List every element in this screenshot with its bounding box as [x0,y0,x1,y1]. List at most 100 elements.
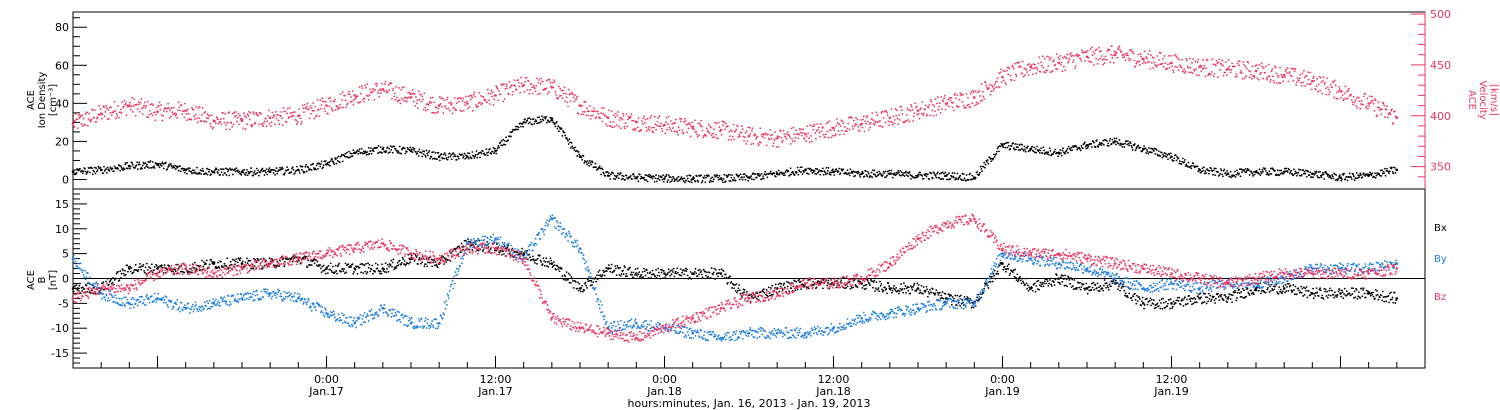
velocity-point [328,105,331,108]
density-point [1248,173,1251,176]
bx-point [672,271,674,273]
density-point [356,149,359,152]
density-point [1086,147,1089,149]
bx-point [85,284,88,287]
velocity-point [765,144,768,147]
velocity-point [1125,54,1128,57]
velocity-point [863,130,866,133]
velocity-point [320,104,323,106]
density-point [1346,179,1349,182]
bx-point [386,268,388,270]
bx-point [528,253,531,256]
velocity-point [791,140,794,143]
velocity-point [534,87,536,90]
velocity-point [712,128,715,131]
velocity-point [791,137,793,140]
velocity-point [803,137,806,139]
density-point [1183,159,1186,161]
density-point [1160,151,1163,154]
bx-point [246,262,249,265]
velocity-point [324,110,326,113]
density-point [1274,170,1276,172]
bx-point [662,270,665,272]
velocity-point [832,126,835,130]
density-point [906,171,909,174]
velocity-point [691,121,693,124]
density-point [224,172,227,175]
density-point [515,125,517,128]
bx-point [638,271,641,274]
velocity-point [966,104,969,107]
velocity-point [949,99,952,102]
density-point [669,176,672,179]
velocity-point [395,86,398,88]
density-point [579,155,582,158]
velocity-point [403,86,405,88]
velocity-point [808,141,811,144]
velocity-point [422,108,425,111]
bx-point [312,259,315,262]
bx-point [541,263,544,266]
density-point [567,139,569,142]
velocity-point [886,114,889,116]
density-point [750,178,753,180]
velocity-point [698,134,700,137]
density-point [568,138,571,141]
density-point [449,155,452,158]
bx-point [624,275,627,278]
velocity-point [552,86,555,89]
density-point [685,179,688,182]
velocity-point [831,134,834,137]
velocity-point [90,118,93,121]
density-point [1201,167,1204,170]
bx-point [718,268,721,271]
density-point [519,125,522,128]
velocity-point [362,100,365,103]
velocity-point [579,105,582,107]
velocity-point [106,118,109,120]
velocity-point [520,82,523,85]
bx-point [391,265,393,268]
velocity-point [819,135,822,138]
density-point [741,176,743,179]
velocity-point [476,105,479,107]
density-point [1368,173,1371,176]
velocity-point [595,116,598,119]
velocity-point [792,126,795,129]
density-point [581,159,584,161]
density-point [608,174,611,177]
velocity-point [474,95,476,98]
velocity-point [1321,79,1324,82]
velocity-point [802,128,805,131]
velocity-point [467,95,470,98]
density-point [1264,170,1267,172]
velocity-point [1129,58,1132,61]
bx-point [532,258,535,261]
velocity-point [232,123,235,126]
velocity-point [660,122,662,125]
velocity-point [360,92,362,95]
density-point [316,162,319,165]
bx-point [92,292,95,295]
velocity-point [590,114,593,117]
density-point [207,168,210,171]
velocity-point [937,108,940,111]
bx-point [345,271,348,274]
velocity-point [680,118,683,120]
velocity-point [242,127,245,130]
bx-point [600,275,603,278]
bx-point [432,261,435,264]
velocity-point [970,91,973,93]
velocity-point [1257,78,1260,81]
velocity-point [1343,98,1345,101]
density-point [1109,137,1112,140]
bx-point [565,279,567,281]
velocity-point [1350,98,1353,101]
velocity-point [1080,59,1083,62]
density-point [938,172,941,175]
velocity-point [1336,91,1338,94]
density-point [1123,146,1126,149]
velocity-point [1040,61,1043,64]
density-point [215,168,218,171]
bx-point [229,260,232,263]
